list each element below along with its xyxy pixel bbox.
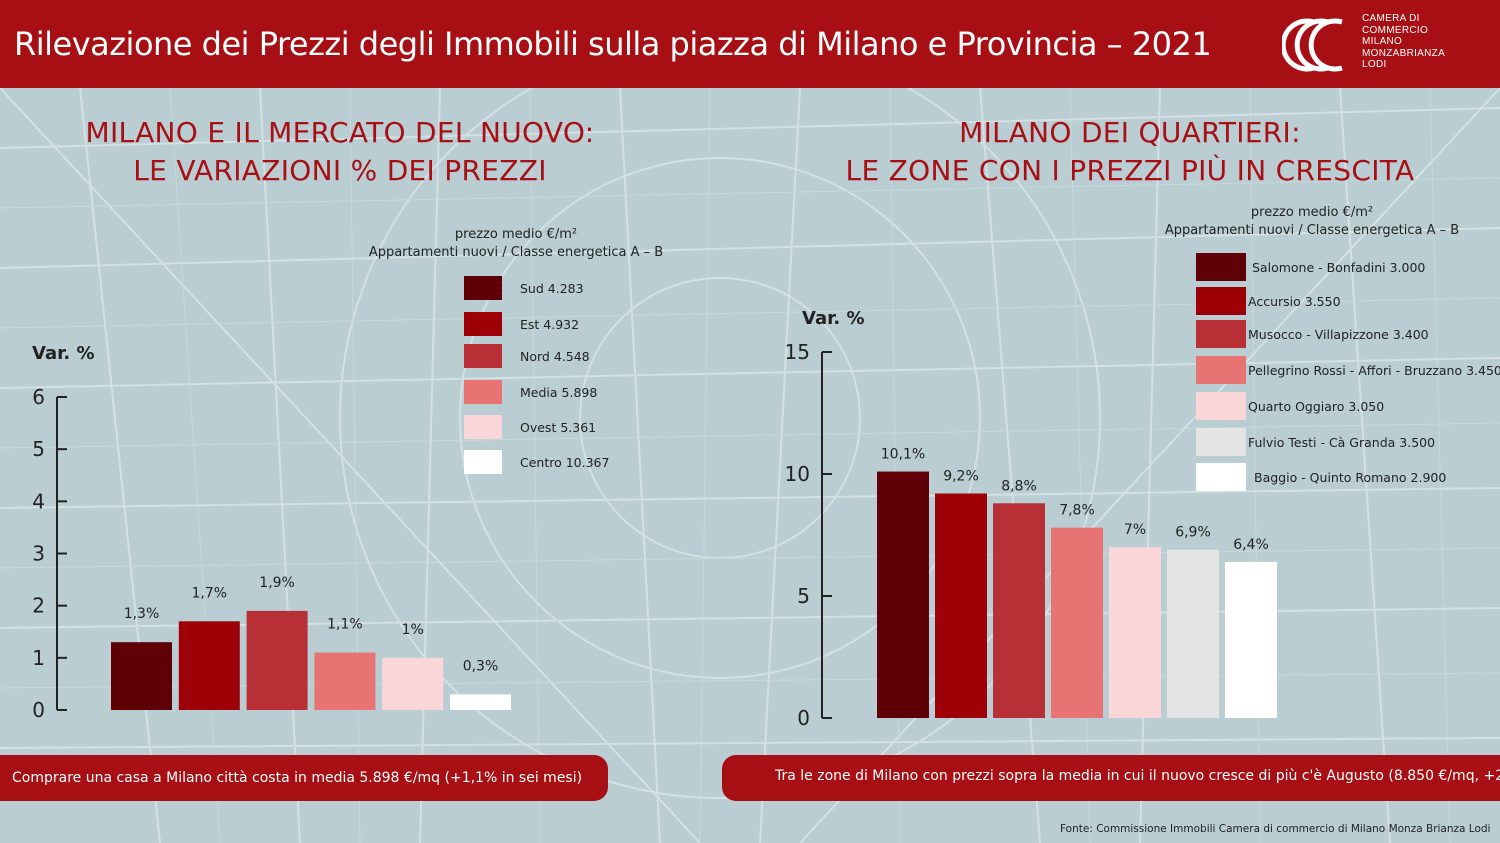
legend-label: Pellegrino Rossi - Affori - Bruzzano 3.4… xyxy=(1248,363,1500,378)
right-legend-title-line1: prezzo medio €/m² xyxy=(1250,205,1374,220)
y-tick-label: 2 xyxy=(32,594,45,618)
bar-data-label: 1,7% xyxy=(192,585,228,601)
y-tick-label: 15 xyxy=(785,340,810,364)
page-title: Rilevazione dei Prezzi degli Immobili su… xyxy=(14,25,1212,63)
bar-data-label: 6,4% xyxy=(1233,537,1269,553)
legend-label: Accursio 3.550 xyxy=(1248,294,1341,309)
legend-label: Centro 10.367 xyxy=(520,455,610,470)
header-bar: Rilevazione dei Prezzi degli Immobili su… xyxy=(0,0,1500,88)
source-note: Fonte: Commissione Immobili Camera di co… xyxy=(1060,823,1491,835)
legend-label: Nord 4.548 xyxy=(520,349,590,364)
bar xyxy=(1051,527,1103,718)
legend-label: Sud 4.283 xyxy=(520,281,584,296)
legend-label: Media 5.898 xyxy=(520,385,598,400)
bar-data-label: 8,8% xyxy=(1001,478,1037,494)
right-summary-banner: Tra le zone di Milano con prezzi sopra l… xyxy=(722,755,1500,801)
legend-label: Est 4.932 xyxy=(520,317,580,332)
city-map-background xyxy=(0,88,1500,843)
legend-label: Quarto Oggiaro 3.050 xyxy=(1248,399,1385,414)
y-tick-label: 6 xyxy=(32,385,45,409)
bar xyxy=(111,642,172,710)
y-tick-label: 1 xyxy=(32,646,45,670)
y-tick-label: 5 xyxy=(797,584,810,608)
left-legend-title: prezzo medio €/m² Appartamenti nuovi / C… xyxy=(356,226,676,262)
legend-label: Ovest 5.361 xyxy=(520,420,597,435)
bar xyxy=(1225,561,1277,718)
bar xyxy=(877,471,929,718)
bar xyxy=(935,493,987,718)
bar-data-label: 6,9% xyxy=(1175,525,1211,541)
bar xyxy=(450,694,511,710)
left-summary-banner: Comprare una casa a Milano città costa i… xyxy=(0,755,608,801)
bar xyxy=(1167,549,1219,718)
bar-data-label: 1% xyxy=(402,622,424,638)
legend-swatch xyxy=(464,415,502,439)
legend-swatch xyxy=(464,276,502,300)
left-title-line1: MILANO E IL MERCATO DEL NUOVO: xyxy=(85,116,595,149)
logo-text: CAMERA DI COMMERCIO MILANO MONZABRIANZA … xyxy=(1362,13,1446,70)
bar xyxy=(246,610,308,710)
legend-swatch xyxy=(1196,392,1246,420)
bar-data-label: 1,1% xyxy=(327,617,363,633)
legend-swatch xyxy=(464,450,502,474)
legend-swatch xyxy=(1196,253,1246,281)
right-section-title: MILANO DEI QUARTIERI: LE ZONE CON I PREZ… xyxy=(810,114,1450,190)
legend-label: Musocco - Villapizzone 3.400 xyxy=(1248,327,1429,342)
bar-data-label: 7% xyxy=(1124,522,1146,538)
left-legend-title-line1: prezzo medio €/m² xyxy=(454,227,578,242)
bar xyxy=(1109,547,1161,718)
bar xyxy=(314,652,376,710)
left-y-axis-label: Var. % xyxy=(32,343,95,364)
bar xyxy=(178,621,240,710)
bar-data-label: 9,2% xyxy=(943,469,979,485)
bar-data-label: 1,9% xyxy=(259,575,295,591)
y-tick-label: 5 xyxy=(32,437,45,461)
right-y-axis-label: Var. % xyxy=(802,308,865,329)
bar-data-label: 10,1% xyxy=(881,447,925,463)
legend-label: Baggio - Quinto Romano 2.900 xyxy=(1254,470,1447,485)
bar-data-label: 7,8% xyxy=(1059,503,1095,519)
left-section-title: MILANO E IL MERCATO DEL NUOVO: LE VARIAZ… xyxy=(30,114,650,190)
left-legend-title-line2: Appartamenti nuovi / Classe energetica A… xyxy=(368,245,664,260)
legend-label: Fulvio Testi - Cà Granda 3.500 xyxy=(1248,435,1436,450)
legend-label: Salomone - Bonfadini 3.000 xyxy=(1252,260,1426,275)
left-title-line2: LE VARIAZIONI % DEI PREZZI xyxy=(133,154,547,187)
y-tick-label: 3 xyxy=(32,542,45,566)
legend-swatch xyxy=(1196,287,1246,315)
legend-swatch xyxy=(464,344,502,368)
right-title-line2: LE ZONE CON I PREZZI PIÙ IN CRESCITA xyxy=(845,154,1415,187)
left-summary-text: Comprare una casa a Milano città costa i… xyxy=(12,770,583,786)
legend-swatch xyxy=(464,312,502,336)
y-tick-label: 0 xyxy=(797,706,810,730)
bar-data-label: 0,3% xyxy=(463,658,499,674)
bar-data-label: 1,3% xyxy=(124,606,160,622)
bar xyxy=(382,657,444,710)
legend-swatch xyxy=(1196,463,1246,491)
legend-swatch xyxy=(464,380,502,404)
chamber-of-commerce-logo-icon xyxy=(1282,18,1343,72)
right-legend-title-line2: Appartamenti nuovi / Classe energetica A… xyxy=(1164,223,1460,238)
y-tick-label: 0 xyxy=(32,698,45,722)
right-summary-text: Tra le zone di Milano con prezzi sopra l… xyxy=(775,768,1500,784)
y-tick-label: 10 xyxy=(785,462,810,486)
legend-swatch xyxy=(1196,356,1246,384)
y-tick-label: 4 xyxy=(32,489,45,513)
right-title-line1: MILANO DEI QUARTIERI: xyxy=(959,116,1301,149)
right-legend-title: prezzo medio €/m² Appartamenti nuovi / C… xyxy=(1162,204,1462,240)
legend-swatch xyxy=(1196,428,1246,456)
legend-swatch xyxy=(1196,320,1246,348)
bar xyxy=(993,503,1045,718)
